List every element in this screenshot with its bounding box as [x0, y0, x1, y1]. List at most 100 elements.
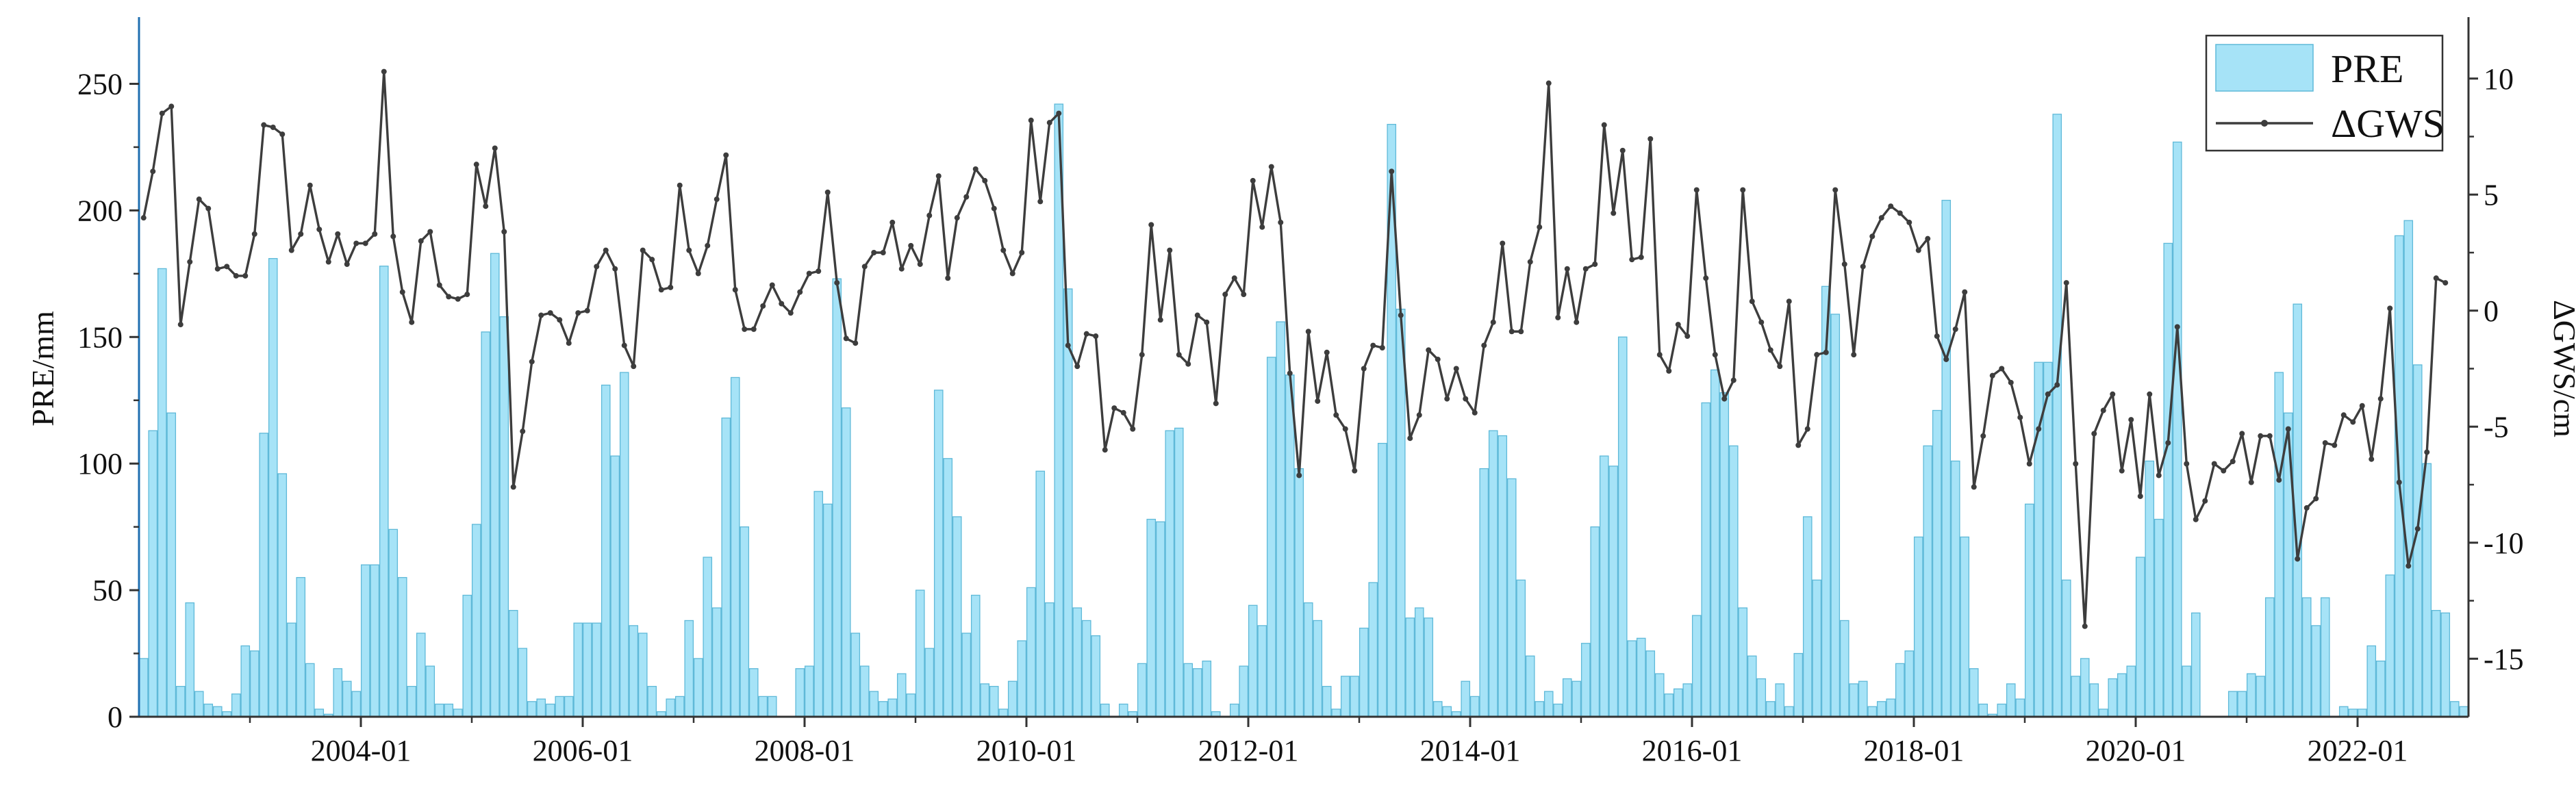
- pre-bar: [1802, 516, 1813, 717]
- pre-bar: [748, 668, 759, 717]
- pre-bar: [1562, 678, 1572, 717]
- left-tick-label: 250: [77, 67, 123, 101]
- pre-bar: [1645, 650, 1656, 717]
- gws-point: [2026, 461, 2032, 467]
- pre-bar: [481, 331, 491, 717]
- gws-point: [529, 359, 535, 365]
- pre-bar: [1359, 627, 1369, 717]
- gws-point: [1241, 292, 1247, 298]
- pre-bar: [333, 668, 343, 717]
- pre-bar: [1608, 466, 1619, 717]
- pre-bar: [998, 709, 1009, 717]
- gws-point: [1537, 224, 1543, 230]
- gws-point: [1019, 250, 1025, 255]
- pre-bar: [1322, 685, 1332, 717]
- pre-bar: [2459, 706, 2469, 717]
- x-tick-label: 2020-01: [2086, 734, 2186, 767]
- pre-bar: [545, 703, 555, 717]
- gws-point: [2332, 442, 2338, 448]
- gws-point: [1352, 468, 1358, 474]
- pre-bar: [508, 610, 518, 717]
- pre-bar: [240, 645, 251, 717]
- left-tick-label: 0: [108, 700, 123, 734]
- left-axis-title: PRE/mm: [25, 311, 60, 426]
- gws-point: [1111, 405, 1117, 411]
- pre-bar: [1239, 665, 1249, 717]
- gws-point: [2303, 505, 2310, 511]
- pre-bar: [2089, 683, 2099, 717]
- gws-point: [353, 240, 359, 246]
- gws-point: [1444, 396, 1450, 402]
- gws-point: [2414, 526, 2421, 532]
- x-tick-label: 2016-01: [1642, 734, 1743, 767]
- gws-point: [1176, 352, 1182, 358]
- gws-point: [1463, 396, 1469, 402]
- right-tick-label: 5: [2484, 178, 2499, 212]
- pre-bar: [471, 524, 481, 717]
- gws-point: [1767, 347, 1773, 353]
- gws-point: [1629, 257, 1635, 263]
- gws-point: [1740, 187, 1746, 193]
- gws-line: [142, 70, 2447, 628]
- gws-point: [1897, 210, 1903, 216]
- pre-bar: [859, 665, 870, 717]
- pre-bar: [1091, 635, 1101, 717]
- gws-point: [1795, 442, 1802, 448]
- gws-point: [1490, 319, 1496, 325]
- pre-bar: [1673, 688, 1683, 717]
- pre-bar: [166, 412, 177, 717]
- pre-bar: [1294, 468, 1304, 717]
- x-tick-label: 2010-01: [976, 734, 1077, 767]
- gws-point: [501, 229, 507, 235]
- pre-bar: [2190, 612, 2201, 717]
- gws-point: [1962, 289, 1968, 295]
- gws-point: [1971, 484, 1977, 490]
- gws-point: [677, 182, 683, 188]
- pre-bar: [1340, 676, 1350, 717]
- gws-point: [2211, 461, 2217, 467]
- gws-point: [566, 340, 572, 346]
- gws-point: [1407, 435, 1413, 442]
- pre-bar: [1266, 357, 1276, 717]
- pre-bar: [1165, 430, 1175, 717]
- pre-bar: [138, 658, 149, 717]
- pre-bar: [1461, 680, 1471, 717]
- pre-bar: [1479, 468, 1489, 717]
- left-tick-label: 50: [92, 574, 123, 607]
- gws-point: [427, 229, 433, 235]
- gws-point: [418, 238, 424, 244]
- gws-point: [2322, 439, 2328, 446]
- pre-bar: [1424, 617, 1434, 717]
- gws-point: [1508, 329, 1515, 335]
- gws-point: [1194, 312, 1200, 318]
- gws-point: [1915, 247, 1921, 253]
- pre-bar: [388, 528, 399, 717]
- pre-bar: [1535, 701, 1545, 717]
- pre-bar: [1248, 604, 1258, 717]
- pre-bar: [2440, 612, 2451, 717]
- pre-bar: [813, 491, 824, 717]
- gws-point: [2285, 426, 2291, 432]
- gws-point: [409, 319, 415, 325]
- gws-point: [316, 227, 323, 233]
- gws-point: [1204, 319, 1210, 325]
- pre-bar: [1932, 409, 1942, 717]
- pre-bar: [518, 648, 528, 717]
- pre-bar: [1738, 607, 1748, 717]
- gws-point: [2036, 426, 2042, 432]
- pre-bar: [212, 706, 223, 717]
- gws-point: [2082, 623, 2088, 629]
- pre-bar: [2431, 610, 2441, 717]
- gws-point: [1157, 317, 1163, 323]
- pre-bar: [933, 390, 944, 717]
- gws-point: [2147, 391, 2153, 397]
- pre-bar: [1035, 470, 1046, 717]
- pre-bar: [841, 407, 851, 717]
- pre-bar: [573, 622, 583, 717]
- gws-point: [1342, 426, 1348, 432]
- pre-bar: [314, 709, 325, 717]
- pre-bar: [1617, 336, 1628, 717]
- gws-point: [2239, 431, 2245, 437]
- gws-point: [557, 317, 563, 323]
- gws-point: [1500, 240, 1506, 246]
